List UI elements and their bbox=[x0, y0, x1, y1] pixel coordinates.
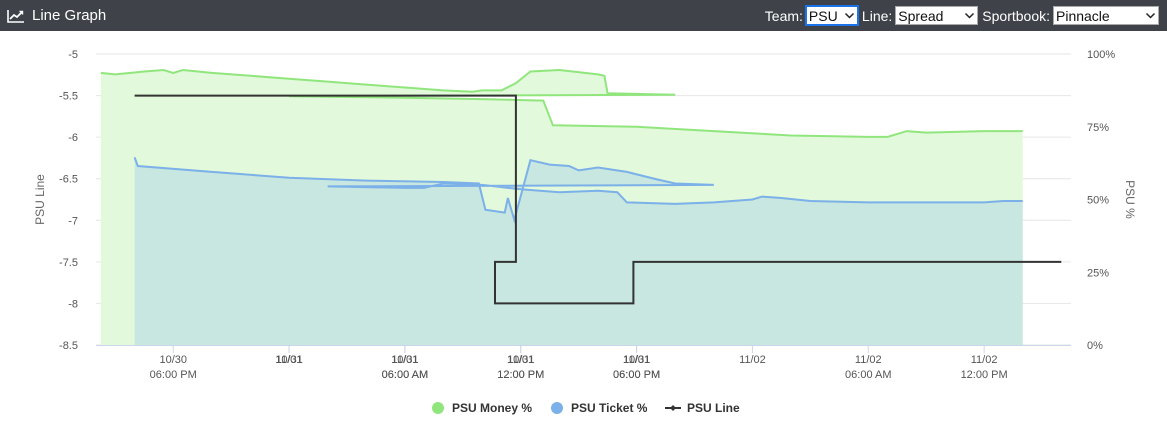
y2-tick-label: 0% bbox=[1087, 340, 1103, 352]
ticket-line bbox=[133, 156, 1023, 224]
line-select-value: Spread bbox=[898, 8, 944, 24]
sportbook-select-value: Pinnacle bbox=[1056, 8, 1110, 24]
legend-money-label: PSU Money % bbox=[452, 401, 532, 415]
x-tick-time: 12:00 PM bbox=[497, 369, 544, 381]
legend-money-marker bbox=[432, 402, 444, 414]
x-tick-date: 11/02 bbox=[971, 354, 998, 366]
line-graph-chart: -5 -5.5 -6 -6.5 -7 -7.5 -8 -8.5 100% 75% 50% 25% 0% 1… bbox=[33, 49, 1137, 415]
x-tick-date: 11/02 bbox=[855, 354, 882, 366]
x-tick-time: 06:00 AM bbox=[382, 369, 428, 381]
y-tick-label: -7 bbox=[68, 215, 78, 227]
team-select[interactable]: PSU bbox=[804, 5, 859, 26]
chevron-down-icon bbox=[844, 12, 854, 19]
chevron-down-icon bbox=[1145, 12, 1156, 19]
title-group: Line Graph bbox=[7, 0, 106, 31]
sportbook-label: Sportbook: bbox=[982, 7, 1050, 24]
y2-tick-label: 50% bbox=[1087, 195, 1109, 207]
x-tick-date: 10/31 bbox=[275, 354, 303, 366]
x-tick-date: 10/31 bbox=[623, 354, 651, 366]
team-select-value: PSU bbox=[808, 8, 838, 24]
x-tick-date: 10/31 bbox=[507, 354, 535, 366]
psu-line bbox=[134, 94, 1062, 305]
money-line bbox=[100, 68, 1023, 138]
line-chart-icon bbox=[7, 9, 24, 23]
y-tick-label: -6.5 bbox=[59, 174, 78, 186]
filter-controls: Team: PSU Line: Spread Sportbook: Pinnac… bbox=[765, 0, 1163, 31]
x-tick-date: 11/01 bbox=[623, 354, 650, 366]
header-bar: Line Graph Team: PSU Line: Spread Sportb… bbox=[0, 0, 1167, 31]
y-tick-label: -7.5 bbox=[59, 257, 78, 269]
x-tick-time: 06:00 PM bbox=[613, 369, 660, 381]
y-tick-label: -5 bbox=[68, 49, 78, 61]
x-tick-time: 06:00 PM bbox=[613, 369, 660, 381]
x-tick-date: 11/01 bbox=[507, 354, 534, 366]
y2-tick-label: 75% bbox=[1087, 122, 1109, 134]
line-label: Line: bbox=[861, 7, 893, 24]
ticket-area bbox=[134, 157, 1023, 345]
chevron-down-icon bbox=[965, 12, 975, 19]
x-tick-time: 06:00 AM bbox=[382, 369, 428, 381]
y-tick-label: -5.5 bbox=[59, 91, 78, 103]
y2-axis-title: PSU % bbox=[1123, 180, 1137, 219]
line-select[interactable]: Spread bbox=[895, 6, 979, 25]
y2-tick-label: 25% bbox=[1087, 267, 1109, 279]
x-tick-date: 11/02 bbox=[739, 354, 766, 366]
legend-ticket-marker bbox=[551, 402, 563, 414]
x-tick-date: 10/31 bbox=[391, 354, 419, 366]
legend-line-marker-diamond bbox=[670, 405, 676, 411]
page-title: Line Graph bbox=[32, 7, 107, 24]
x-tick-date: 11/01 bbox=[276, 354, 303, 366]
y-tick-label: -6 bbox=[68, 132, 78, 144]
legend-line-label: PSU Line bbox=[687, 401, 740, 415]
x-tick-time: 12:00 PM bbox=[497, 369, 544, 381]
x-tick-date: 11/01 bbox=[392, 354, 419, 366]
x-tick-time: 06:00 AM bbox=[845, 369, 891, 381]
x-tick-date: 10/30 bbox=[159, 354, 187, 366]
x-tick-time: 12:00 PM bbox=[961, 369, 1008, 381]
team-label: Team: bbox=[764, 7, 803, 24]
y-tick-label: -8.5 bbox=[59, 340, 78, 352]
legend-ticket-label: PSU Ticket % bbox=[571, 401, 648, 415]
y-tick-label: -8 bbox=[68, 298, 78, 310]
sportbook-select[interactable]: Pinnacle bbox=[1053, 6, 1159, 25]
y-axis-title: PSU Line bbox=[33, 174, 47, 225]
y2-tick-label: 100% bbox=[1087, 49, 1115, 61]
x-tick-time: 06:00 PM bbox=[150, 369, 197, 381]
